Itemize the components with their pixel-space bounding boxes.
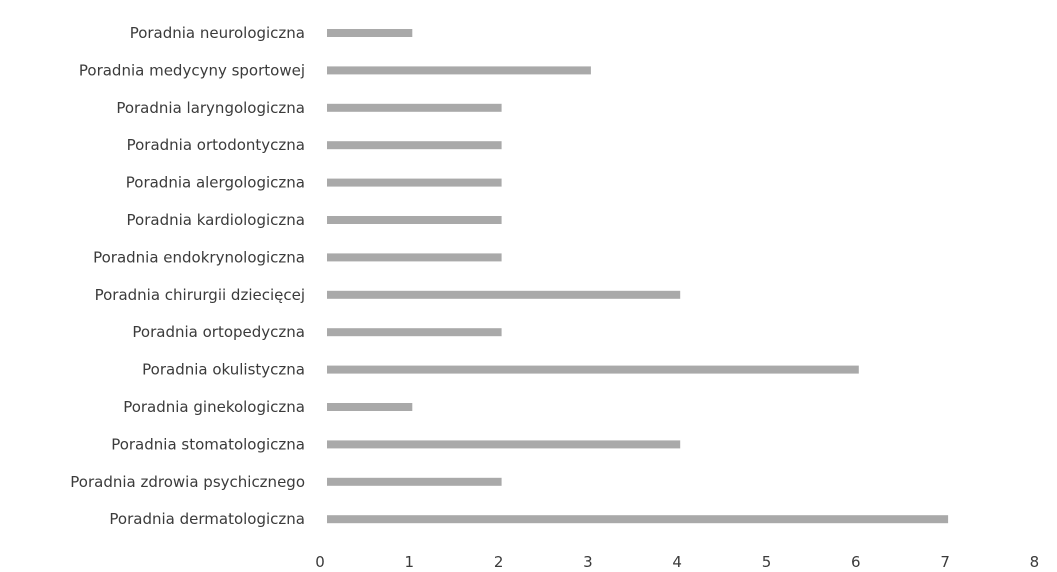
bar xyxy=(327,29,413,37)
x-axis-ticks: 0 1 2 3 4 5 6 7 8 xyxy=(315,553,1039,571)
x-tick-label: 4 xyxy=(672,553,682,571)
bar xyxy=(327,253,502,262)
bar xyxy=(327,290,681,299)
category-label: Poradnia dermatologiczna xyxy=(109,510,305,528)
category-label: Poradnia zdrowia psychicznego xyxy=(70,473,305,491)
bar xyxy=(327,440,681,449)
category-label: Poradnia ginekologiczna xyxy=(123,398,305,416)
bar xyxy=(327,178,502,187)
x-tick-label: 2 xyxy=(494,553,504,571)
category-label: Poradnia endokrynologiczna xyxy=(93,248,305,266)
category-label: Poradnia neurologiczna xyxy=(130,24,305,42)
x-tick-label: 3 xyxy=(583,553,593,571)
category-label: Poradnia alergologiczna xyxy=(126,174,305,192)
bar xyxy=(327,477,502,486)
category-label: Poradnia medycyny sportowej xyxy=(79,61,305,79)
category-label: Poradnia chirurgii dziecięcej xyxy=(95,286,305,304)
category-label: Poradnia stomatologiczna xyxy=(111,435,305,453)
x-tick-label: 1 xyxy=(405,553,415,571)
x-tick-label: 5 xyxy=(762,553,772,571)
category-label: Poradnia laryngologiczna xyxy=(116,99,305,117)
bar xyxy=(327,103,502,112)
bar xyxy=(327,403,413,411)
bar xyxy=(327,328,502,337)
category-label: Poradnia kardiologiczna xyxy=(127,211,305,229)
bars xyxy=(327,29,949,524)
category-label: Poradnia ortopedyczna xyxy=(132,323,305,341)
x-tick-label: 7 xyxy=(940,553,950,571)
bar xyxy=(327,216,502,224)
category-label: Poradnia okulistyczna xyxy=(142,361,305,379)
bar xyxy=(327,141,502,150)
bar xyxy=(327,365,859,374)
bar xyxy=(327,515,949,524)
category-label: Poradnia ortodontyczna xyxy=(127,136,305,154)
category-labels: Poradnia neurologiczna Poradnia medycyny … xyxy=(70,24,305,528)
x-tick-label: 8 xyxy=(1030,553,1040,571)
bar xyxy=(327,66,591,75)
x-tick-label: 6 xyxy=(851,553,861,571)
x-tick-label: 0 xyxy=(315,553,325,571)
